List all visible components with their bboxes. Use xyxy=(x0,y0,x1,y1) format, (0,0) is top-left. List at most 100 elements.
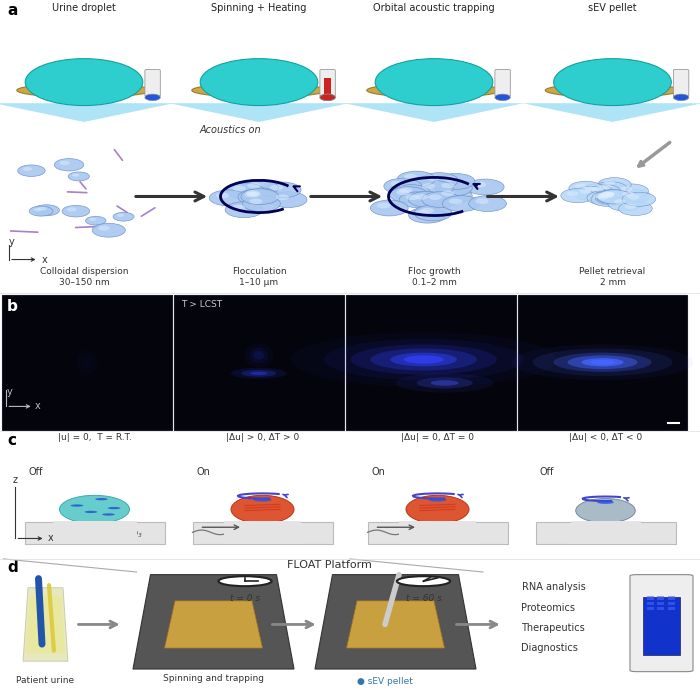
Circle shape xyxy=(582,358,624,366)
FancyBboxPatch shape xyxy=(320,70,335,96)
Ellipse shape xyxy=(25,59,143,106)
Ellipse shape xyxy=(399,192,437,208)
Ellipse shape xyxy=(597,190,631,204)
Polygon shape xyxy=(344,104,524,122)
Circle shape xyxy=(621,186,632,191)
Circle shape xyxy=(246,190,259,196)
Text: Floc growth
0.1–2 mm: Floc growth 0.1–2 mm xyxy=(407,267,461,287)
Circle shape xyxy=(251,372,267,375)
Ellipse shape xyxy=(421,172,458,188)
Text: b: b xyxy=(7,299,18,314)
Ellipse shape xyxy=(595,190,629,205)
Circle shape xyxy=(102,513,115,515)
Ellipse shape xyxy=(375,59,493,106)
Circle shape xyxy=(117,214,124,217)
Text: Spinning and trapping: Spinning and trapping xyxy=(163,674,264,683)
Ellipse shape xyxy=(622,193,656,206)
Circle shape xyxy=(421,208,434,213)
Text: Flocculation
1–10 μm: Flocculation 1–10 μm xyxy=(232,267,286,287)
Ellipse shape xyxy=(414,205,452,221)
Ellipse shape xyxy=(239,188,277,204)
Circle shape xyxy=(108,507,120,509)
Text: Patient urine: Patient urine xyxy=(16,676,75,684)
Text: y: y xyxy=(9,237,15,247)
Circle shape xyxy=(216,193,229,198)
Text: t = 60 s: t = 60 s xyxy=(405,594,442,603)
Ellipse shape xyxy=(591,193,624,206)
Ellipse shape xyxy=(409,207,447,223)
Circle shape xyxy=(391,181,404,186)
Ellipse shape xyxy=(60,495,130,524)
Circle shape xyxy=(320,94,335,101)
Text: x: x xyxy=(35,402,41,411)
Circle shape xyxy=(377,203,390,208)
Polygon shape xyxy=(169,104,349,122)
Ellipse shape xyxy=(593,190,626,205)
Polygon shape xyxy=(315,575,476,669)
Circle shape xyxy=(406,195,419,200)
Text: sEV pellet: sEV pellet xyxy=(588,3,637,13)
Ellipse shape xyxy=(384,178,421,194)
Circle shape xyxy=(427,175,440,181)
Circle shape xyxy=(395,373,493,393)
Text: On: On xyxy=(196,467,210,477)
FancyBboxPatch shape xyxy=(193,522,332,544)
Text: Pellet retrieval
2 mm: Pellet retrieval 2 mm xyxy=(580,267,645,287)
Circle shape xyxy=(428,498,447,502)
Text: FLOAT Platform: FLOAT Platform xyxy=(286,560,372,570)
Ellipse shape xyxy=(469,196,507,212)
Text: Colloidal dispersion
30–150 nm: Colloidal dispersion 30–150 nm xyxy=(40,267,128,287)
Circle shape xyxy=(603,193,615,197)
Ellipse shape xyxy=(62,206,90,217)
Circle shape xyxy=(601,193,612,198)
FancyBboxPatch shape xyxy=(346,295,515,430)
Ellipse shape xyxy=(442,196,480,212)
FancyBboxPatch shape xyxy=(2,295,172,430)
Circle shape xyxy=(441,183,454,188)
Text: |Δu| < 0, ΔT < 0: |Δu| < 0, ΔT < 0 xyxy=(569,433,642,442)
Circle shape xyxy=(422,184,435,189)
Text: Urine droplet: Urine droplet xyxy=(52,3,116,13)
Ellipse shape xyxy=(92,224,125,237)
Circle shape xyxy=(241,370,276,377)
Polygon shape xyxy=(26,595,65,653)
Text: ● sEV pellet: ● sEV pellet xyxy=(357,677,413,686)
Circle shape xyxy=(567,191,578,196)
Ellipse shape xyxy=(226,183,264,199)
Ellipse shape xyxy=(351,344,497,375)
Ellipse shape xyxy=(619,201,652,215)
FancyBboxPatch shape xyxy=(668,602,675,604)
FancyBboxPatch shape xyxy=(324,78,331,95)
Circle shape xyxy=(580,188,592,194)
Ellipse shape xyxy=(244,344,274,367)
FancyBboxPatch shape xyxy=(224,521,301,544)
Ellipse shape xyxy=(324,339,524,380)
FancyBboxPatch shape xyxy=(673,70,689,96)
Text: t = 0 s: t = 0 s xyxy=(230,594,260,603)
Circle shape xyxy=(72,173,79,177)
FancyBboxPatch shape xyxy=(25,522,164,544)
Ellipse shape xyxy=(569,181,603,195)
Text: Spinning + Heating: Spinning + Heating xyxy=(211,3,307,13)
Ellipse shape xyxy=(392,185,430,201)
Text: Diagnostics: Diagnostics xyxy=(522,644,578,653)
Circle shape xyxy=(495,94,510,101)
Circle shape xyxy=(673,94,689,101)
FancyBboxPatch shape xyxy=(630,575,693,671)
Text: On: On xyxy=(371,467,385,477)
Ellipse shape xyxy=(270,192,307,208)
Text: x: x xyxy=(42,255,48,264)
Circle shape xyxy=(622,192,634,197)
Circle shape xyxy=(404,174,417,179)
Ellipse shape xyxy=(592,190,626,204)
FancyBboxPatch shape xyxy=(52,521,136,544)
Circle shape xyxy=(568,355,638,369)
Circle shape xyxy=(601,192,613,197)
Ellipse shape xyxy=(398,171,435,187)
Text: x: x xyxy=(48,533,53,544)
Text: Off: Off xyxy=(539,467,554,477)
Text: |Δu| > 0, ΔT > 0: |Δu| > 0, ΔT > 0 xyxy=(226,433,299,442)
FancyBboxPatch shape xyxy=(495,70,510,96)
Text: Proteomics: Proteomics xyxy=(522,603,575,613)
Ellipse shape xyxy=(437,173,475,189)
